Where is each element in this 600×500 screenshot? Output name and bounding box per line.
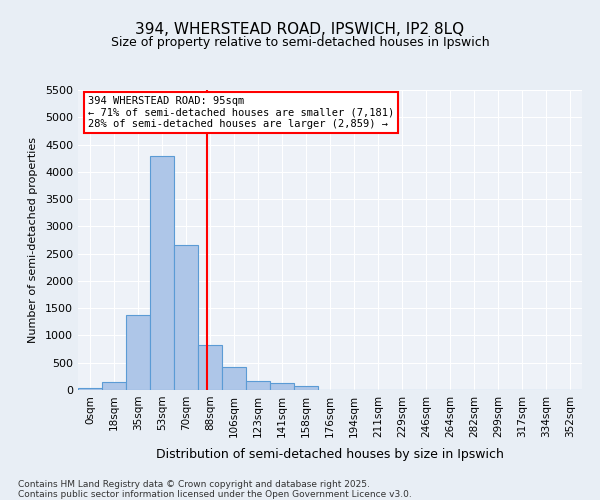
Bar <box>78 388 102 390</box>
Bar <box>126 314 150 390</box>
Bar <box>246 380 270 390</box>
Bar <box>270 384 294 390</box>
Text: Size of property relative to semi-detached houses in Ipswich: Size of property relative to semi-detach… <box>110 36 490 49</box>
Bar <box>222 366 246 390</box>
Bar <box>102 382 126 390</box>
Y-axis label: Number of semi-detached properties: Number of semi-detached properties <box>28 137 38 343</box>
Bar <box>294 386 318 390</box>
Text: Contains HM Land Registry data © Crown copyright and database right 2025.
Contai: Contains HM Land Registry data © Crown c… <box>18 480 412 500</box>
Bar <box>150 156 174 390</box>
Text: 394 WHERSTEAD ROAD: 95sqm
← 71% of semi-detached houses are smaller (7,181)
28% : 394 WHERSTEAD ROAD: 95sqm ← 71% of semi-… <box>88 96 394 129</box>
X-axis label: Distribution of semi-detached houses by size in Ipswich: Distribution of semi-detached houses by … <box>156 448 504 461</box>
Bar <box>174 246 198 390</box>
Text: 394, WHERSTEAD ROAD, IPSWICH, IP2 8LQ: 394, WHERSTEAD ROAD, IPSWICH, IP2 8LQ <box>136 22 464 38</box>
Bar <box>198 344 222 390</box>
